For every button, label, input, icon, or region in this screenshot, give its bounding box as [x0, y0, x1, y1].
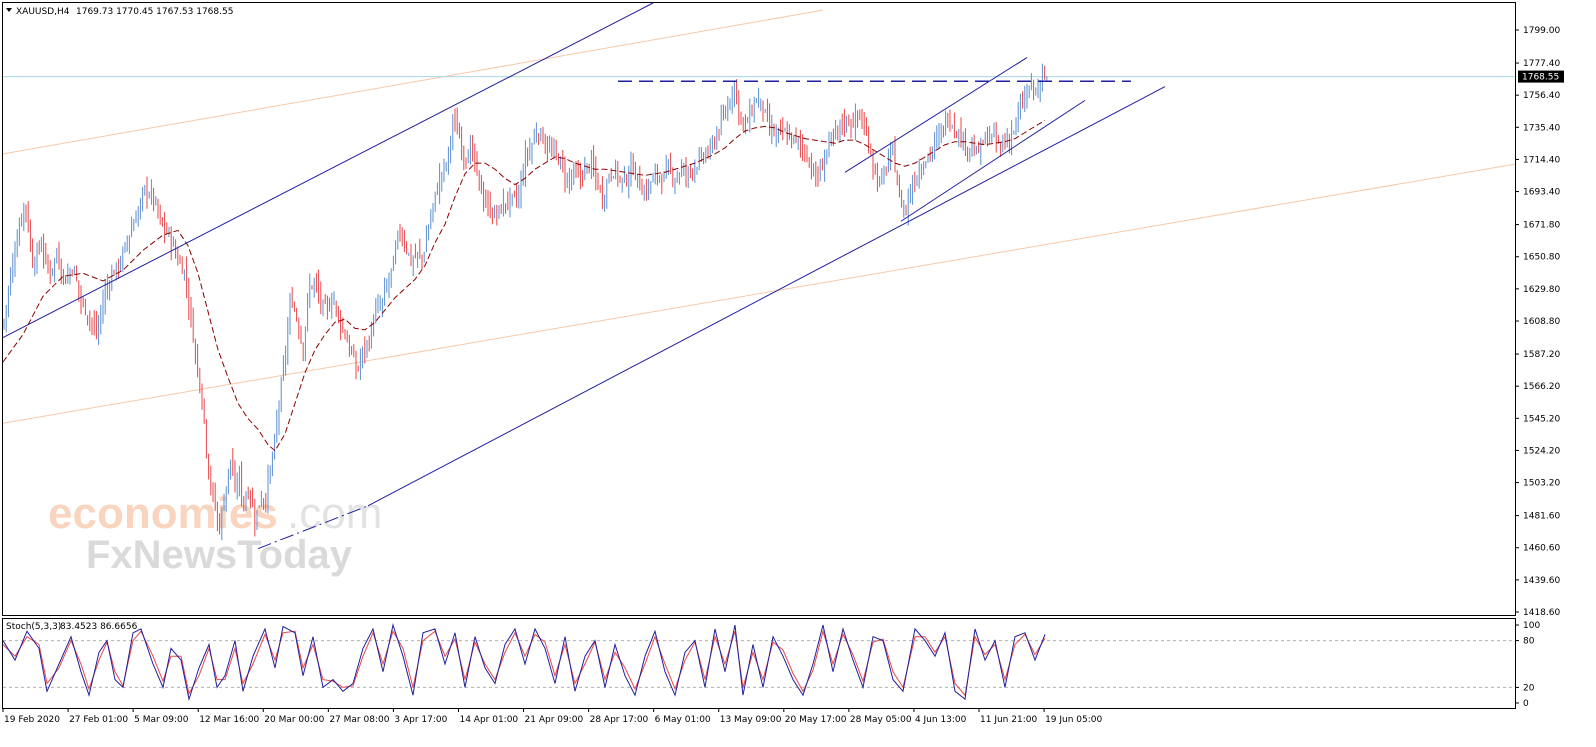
price-tick-label: 1650.80 — [1523, 253, 1560, 263]
chart-header: XAUUSD,H4 1769.73 1770.45 1767.53 1768.5… — [6, 7, 233, 17]
price-tick-label: 1481.60 — [1523, 512, 1560, 522]
time-tick-label: 20 May 17:00 — [785, 715, 847, 725]
symbol-label: XAUUSD,H4 — [16, 7, 70, 17]
dropdown-triangle-icon[interactable] — [6, 8, 12, 12]
time-tick-label: 11 Jun 21:00 — [980, 715, 1037, 725]
price-tick-label: 1714.40 — [1523, 155, 1560, 165]
price-tick-label: 1608.80 — [1523, 317, 1560, 327]
price-tick-label: 1418.60 — [1523, 608, 1560, 618]
current-price-label: 1768.55 — [1522, 73, 1559, 83]
price-tick-label: 1799.00 — [1523, 26, 1560, 36]
price-tick-label: 1439.60 — [1523, 576, 1560, 586]
time-tick-label: 28 Apr 17:00 — [590, 715, 649, 725]
time-tick-label: 19 Jun 05:00 — [1045, 715, 1102, 725]
price-tick-label: 1777.40 — [1523, 59, 1560, 69]
price-axis[interactable]: 1799.00 1777.40 1756.40 1735.40 1714.40 1693.… — [1515, 26, 1564, 618]
price-tick-label: 1671.80 — [1523, 221, 1560, 231]
price-tick-label: 1503.20 — [1523, 479, 1560, 489]
current-price-badge — [1518, 70, 1564, 83]
candles — [3, 63, 1048, 541]
price-tick-label: 1545.20 — [1523, 414, 1560, 424]
price-tick-label: 1735.40 — [1523, 123, 1560, 133]
time-tick-label: 14 Apr 01:00 — [459, 715, 518, 725]
watermark-economies: economies — [48, 489, 278, 538]
time-axis[interactable]: 19 Feb 2020 27 Feb 01:00 5 Mar 09:00 12 Mar… — [2, 708, 1103, 725]
stoch-title: Stoch(5,3,3) — [6, 622, 61, 632]
stoch-tick-label: 80 — [1523, 637, 1535, 647]
time-tick-label: 6 May 01:00 — [655, 715, 711, 725]
main-pane-frame — [2, 2, 1516, 616]
trendlines[interactable] — [2, 2, 1166, 550]
time-tick-label: 4 Jun 13:00 — [915, 715, 967, 725]
stoch-tick-label: 100 — [1523, 621, 1540, 631]
stoch-readout: 83.4523 86.6656 — [60, 622, 138, 632]
faint-channel-line — [2, 9, 824, 155]
watermark-fxnewstoday: FxNewsToday — [86, 533, 353, 577]
price-tick-label: 1587.20 — [1523, 350, 1560, 360]
price-tick-label: 1566.20 — [1523, 382, 1560, 392]
watermark: economies .com FxNewsToday — [48, 489, 382, 577]
time-tick-label: 3 Apr 17:00 — [394, 715, 447, 725]
trendline-dashdot[interactable] — [257, 505, 369, 550]
time-tick-label: 13 May 09:00 — [720, 715, 782, 725]
stochastic-oscillator: 100 80 20 0 — [2, 621, 1540, 709]
trendline[interactable] — [844, 57, 1028, 173]
trendline[interactable] — [367, 86, 1166, 507]
stoch-header: Stoch(5,3,3) 83.4523 86.6656 — [6, 622, 138, 632]
stoch-tick-label: 20 — [1523, 683, 1535, 693]
trendline[interactable] — [900, 99, 1086, 222]
time-tick-label: 5 Mar 09:00 — [134, 715, 189, 725]
time-tick-label: 21 Apr 09:00 — [525, 715, 584, 725]
price-tick-label: 1629.80 — [1523, 285, 1560, 295]
watermark-dotcom: .com — [287, 489, 382, 538]
time-tick-label: 27 Mar 08:00 — [329, 715, 389, 725]
stoch-pane-frame — [2, 618, 1516, 709]
time-tick-label: 28 May 05:00 — [850, 715, 912, 725]
stoch-main-line — [2, 623, 1046, 702]
time-tick-label: 12 Mar 16:00 — [199, 715, 259, 725]
price-tick-label: 1756.40 — [1523, 91, 1560, 101]
price-tick-label: 1693.40 — [1523, 188, 1560, 198]
trendline[interactable] — [2, 2, 654, 338]
time-tick-label: 27 Feb 01:00 — [69, 715, 128, 725]
time-tick-label: 19 Feb 2020 — [4, 715, 60, 725]
stoch-tick-label: 0 — [1523, 699, 1529, 709]
price-tick-label: 1524.20 — [1523, 446, 1560, 456]
price-tick-label: 1460.60 — [1523, 544, 1560, 554]
ohlc-readout: 1769.73 1770.45 1767.53 1768.55 — [76, 7, 233, 17]
faint-channel-lines — [2, 9, 1516, 424]
time-tick-label: 20 Mar 00:00 — [264, 715, 324, 725]
faint-channel-line — [2, 163, 1516, 424]
